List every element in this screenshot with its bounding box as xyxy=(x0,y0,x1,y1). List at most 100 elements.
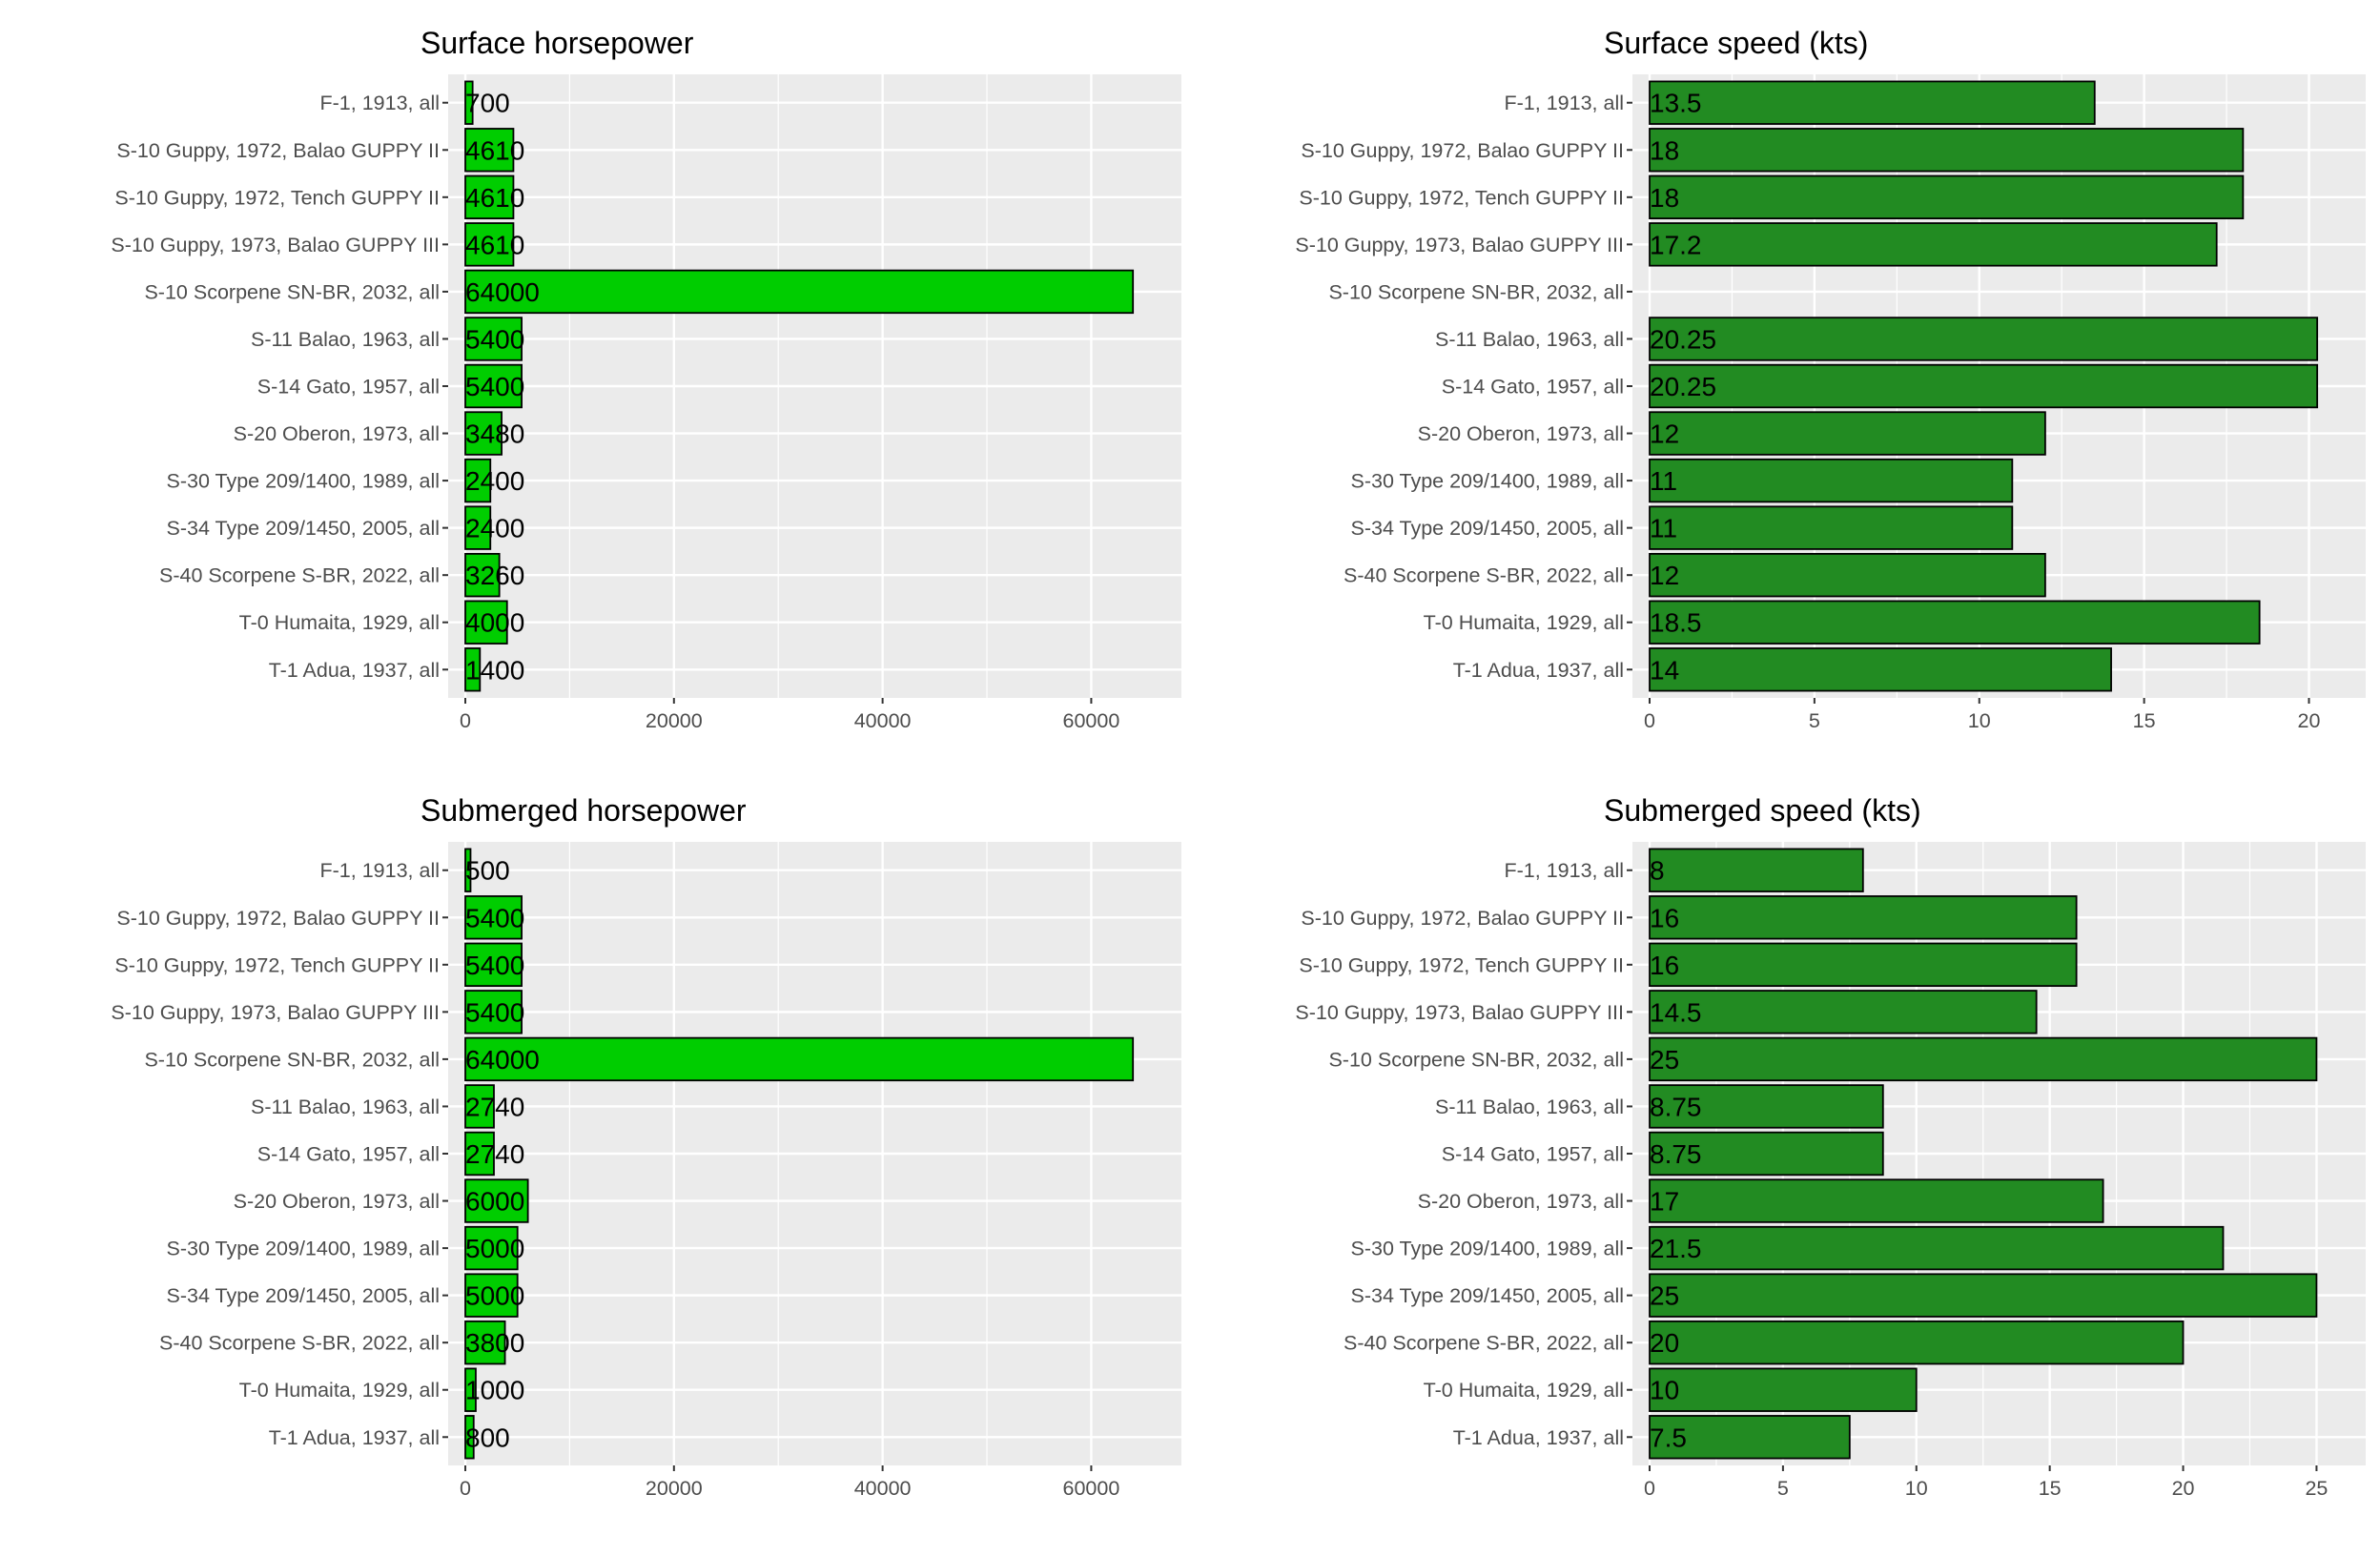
data-label: 7.5 xyxy=(1650,1423,1687,1452)
category-label: S-14 Gato, 1957, all xyxy=(257,376,440,399)
data-label: 5400 xyxy=(465,997,524,1027)
x-tick-label: 20000 xyxy=(646,1477,703,1500)
x-tick-label: 40000 xyxy=(854,1477,912,1500)
category-label: S-40 Scorpene S-BR, 2022, all xyxy=(159,1332,440,1355)
category-label: S-30 Type 209/1400, 1989, all xyxy=(1351,1238,1625,1260)
data-label: 25 xyxy=(1650,1045,1679,1075)
category-label: S-14 Gato, 1957, all xyxy=(257,1143,440,1166)
data-label: 12 xyxy=(1650,420,1679,449)
category-label: S-14 Gato, 1957, all xyxy=(1442,1143,1624,1166)
data-label: 3260 xyxy=(465,561,524,590)
bar xyxy=(464,1178,529,1223)
x-tick-label: 5 xyxy=(1777,1477,1789,1500)
category-label: S-10 Guppy, 1972, Balao GUPPY II xyxy=(1301,139,1624,162)
bar xyxy=(464,222,515,267)
bar xyxy=(464,505,492,550)
data-label: 20.25 xyxy=(1650,324,1716,354)
x-tick-label: 5 xyxy=(1809,709,1820,732)
category-label: S-30 Type 209/1400, 1989, all xyxy=(167,470,441,493)
bar xyxy=(1649,1367,1918,1412)
x-tick-label: 0 xyxy=(1644,1477,1655,1500)
category-label: S-20 Oberon, 1973, all xyxy=(234,422,440,445)
data-label: 5000 xyxy=(465,1281,524,1311)
bar xyxy=(464,647,482,692)
data-label: 17 xyxy=(1650,1187,1679,1217)
data-label: 10 xyxy=(1650,1376,1679,1405)
data-label: 6000 xyxy=(465,1187,524,1217)
data-label: 4610 xyxy=(465,135,524,165)
data-label: 3800 xyxy=(465,1328,524,1358)
data-label: 64000 xyxy=(465,277,540,307)
category-label: S-10 Scorpene SN-BR, 2032, all xyxy=(144,280,440,303)
chart-title: Surface speed (kts) xyxy=(1604,26,1868,60)
data-label: 16 xyxy=(1650,951,1679,980)
category-label: S-10 Scorpene SN-BR, 2032, all xyxy=(144,1048,440,1071)
bar xyxy=(1649,411,2046,456)
category-label: S-34 Type 209/1450, 2005, all xyxy=(167,1284,441,1307)
category-label: S-10 Guppy, 1973, Balao GUPPY III xyxy=(1295,1001,1624,1024)
bar xyxy=(464,1273,519,1318)
bar xyxy=(1649,363,2319,409)
category-label: T-0 Humaita, 1929, all xyxy=(1424,1379,1624,1402)
category-label: S-34 Type 209/1450, 2005, all xyxy=(1351,517,1625,540)
x-tick-label: 20 xyxy=(2298,709,2321,732)
bar xyxy=(1649,1131,1884,1177)
bar xyxy=(464,317,523,361)
data-label: 16 xyxy=(1650,903,1679,932)
data-label: 11 xyxy=(1650,514,1677,543)
category-label: S-10 Guppy, 1972, Balao GUPPY II xyxy=(1301,907,1624,930)
bar xyxy=(464,942,523,988)
data-label: 12 xyxy=(1650,561,1679,590)
category-label: S-10 Guppy, 1972, Balao GUPPY II xyxy=(116,139,440,162)
bar xyxy=(464,411,503,456)
x-tick-label: 15 xyxy=(2039,1477,2062,1500)
x-tick-label: 60000 xyxy=(1063,709,1120,732)
category-label: S-30 Type 209/1400, 1989, all xyxy=(167,1238,441,1260)
x-tick-label: 20 xyxy=(2172,1477,2195,1500)
data-label: 18 xyxy=(1650,183,1679,213)
data-label: 4610 xyxy=(465,183,524,213)
x-tick-label: 0 xyxy=(460,709,471,732)
data-label: 21.5 xyxy=(1650,1234,1702,1263)
category-label: S-10 Scorpene SN-BR, 2032, all xyxy=(1328,280,1624,303)
x-tick-label: 0 xyxy=(1644,709,1655,732)
data-label: 20.25 xyxy=(1650,372,1716,401)
data-label: 800 xyxy=(465,1423,510,1452)
bar xyxy=(464,990,523,1034)
category-label: S-11 Balao, 1963, all xyxy=(1435,1095,1624,1118)
category-label: S-11 Balao, 1963, all xyxy=(251,328,440,351)
data-label: 1400 xyxy=(465,655,524,685)
category-label: S-20 Oberon, 1973, all xyxy=(1418,422,1624,445)
x-tick-label: 25 xyxy=(2305,1477,2328,1500)
x-tick-label: 0 xyxy=(460,1477,471,1500)
x-tick-label: 60000 xyxy=(1063,1477,1120,1500)
data-label: 4000 xyxy=(465,608,524,638)
bar xyxy=(464,895,523,940)
data-label: 8 xyxy=(1650,856,1665,886)
category-label: T-0 Humaita, 1929, all xyxy=(239,1379,440,1402)
bar xyxy=(1649,174,2245,220)
bar xyxy=(1649,1036,2318,1082)
data-label: 64000 xyxy=(465,1045,540,1075)
data-label: 13.5 xyxy=(1650,89,1702,118)
data-label: 2400 xyxy=(465,514,524,543)
bar xyxy=(1649,458,2014,503)
data-label: 18.5 xyxy=(1650,608,1702,638)
bar xyxy=(1649,895,2078,940)
x-tick-label: 10 xyxy=(1968,709,1991,732)
bar xyxy=(464,363,523,409)
category-label: F-1, 1913, all xyxy=(1505,859,1624,882)
category-label: S-40 Scorpene S-BR, 2022, all xyxy=(1344,564,1624,587)
chart-panel-1: Surface horsepower 700 4610 4610 4610 64000 54… xyxy=(111,26,1181,732)
data-label: 14.5 xyxy=(1650,997,1702,1027)
category-label: S-11 Balao, 1963, all xyxy=(1435,328,1624,351)
bar xyxy=(464,1131,495,1177)
bar xyxy=(1649,505,2014,550)
data-label: 1000 xyxy=(465,1376,524,1405)
bar xyxy=(464,1415,475,1460)
category-label: S-10 Guppy, 1972, Tench GUPPY II xyxy=(1299,953,1624,976)
bar xyxy=(464,1036,1135,1082)
category-label: S-14 Gato, 1957, all xyxy=(1442,376,1624,399)
chart-title: Submerged speed (kts) xyxy=(1604,793,1921,828)
